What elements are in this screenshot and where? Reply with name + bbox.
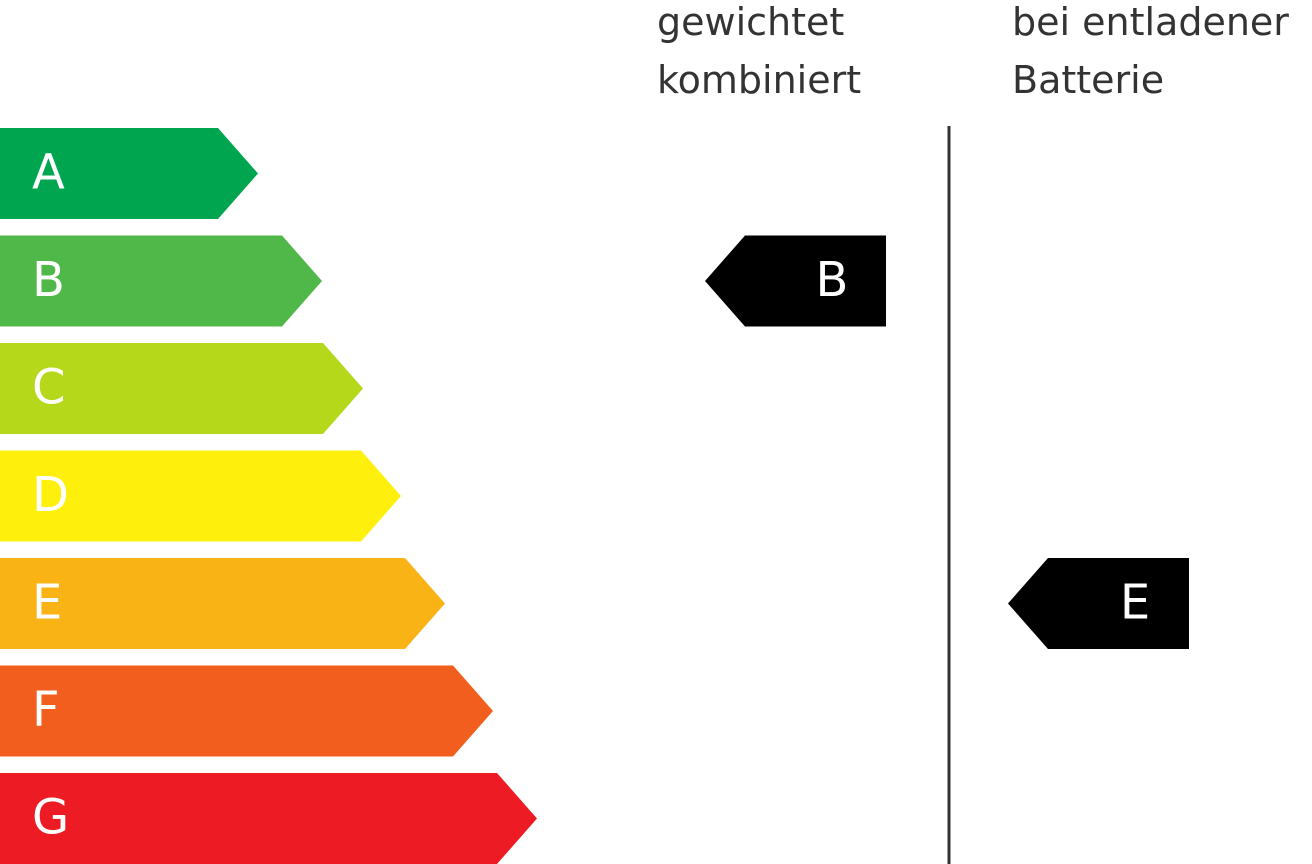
column-title: bei entladener	[1012, 0, 1289, 44]
class-letter: B	[32, 252, 65, 308]
class-arrow	[0, 450, 401, 542]
column-title: Batterie	[1012, 58, 1164, 102]
class-arrow	[0, 665, 493, 757]
rating-letter: E	[1120, 575, 1150, 631]
class-arrow	[0, 773, 537, 864]
rating-letter: B	[816, 252, 849, 308]
class-arrow	[0, 128, 258, 219]
class-letter: G	[32, 790, 69, 846]
class-letter: C	[32, 360, 66, 416]
rating-indicator	[1008, 558, 1189, 649]
class-arrow	[0, 235, 322, 327]
class-letter: F	[32, 682, 60, 738]
rating-indicator	[705, 235, 886, 327]
class-arrow	[0, 558, 445, 649]
class-letter: E	[32, 575, 62, 631]
column-title: gewichtet	[657, 0, 844, 44]
class-letter: D	[32, 467, 69, 523]
class-arrow	[0, 343, 363, 434]
class-letter: A	[32, 145, 65, 201]
column-title: kombiniert	[657, 58, 861, 102]
